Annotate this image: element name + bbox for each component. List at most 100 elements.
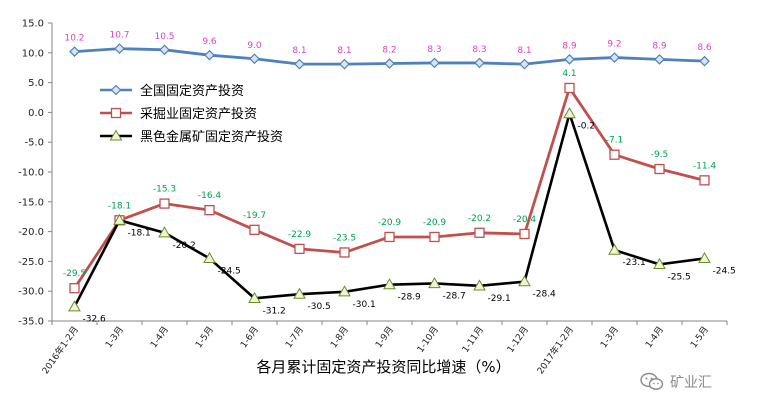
y-tick-label: -10.0: [18, 168, 44, 179]
data-point: [519, 58, 530, 70]
legend-label: 全国固定资产投资: [140, 83, 244, 99]
watermark-text: 矿业汇: [670, 375, 712, 391]
data-label: -32.6: [83, 315, 107, 325]
data-point: [699, 55, 710, 67]
x-tick-label: 1-11月: [460, 324, 486, 354]
data-label: 8.2: [382, 46, 396, 56]
data-point: [249, 53, 260, 65]
y-tick-label: -15.0: [18, 197, 44, 208]
data-point: [518, 275, 531, 287]
x-axis-title: 各月累计固定资产投资同比增速（%）: [256, 358, 511, 376]
data-point: [68, 300, 81, 312]
data-label: 10.5: [154, 32, 174, 42]
y-tick-label: -30.0: [18, 287, 44, 298]
data-label: 10.2: [64, 34, 84, 44]
data-label: 10.7: [109, 31, 129, 41]
watermark: 矿业汇: [640, 368, 760, 396]
data-label: 8.3: [472, 45, 486, 55]
x-tick-label: 1-12月: [505, 324, 531, 354]
data-point: [158, 226, 171, 238]
y-tick-label: 10.0: [22, 48, 44, 59]
data-label: 8.1: [292, 46, 306, 56]
data-label: 9.0: [247, 41, 262, 51]
data-point: [204, 49, 215, 61]
data-label: -29.5: [63, 269, 86, 279]
x-tick-label: 1-7月: [283, 324, 306, 350]
data-label: -20.4: [513, 215, 537, 225]
x-tick-label: 1-4月: [148, 324, 171, 350]
data-point: [248, 291, 261, 303]
data-point: [383, 278, 396, 290]
data-point: [428, 276, 441, 289]
data-point: [384, 58, 395, 69]
data-point: [654, 163, 665, 175]
data-point: [563, 107, 576, 119]
data-label: -30.5: [308, 302, 331, 312]
data-label: 8.3: [427, 45, 441, 55]
data-label: 4.1: [562, 69, 576, 79]
data-label: 8.9: [652, 41, 667, 51]
data-point: [339, 247, 350, 258]
x-tick-label: 1-4月: [643, 324, 666, 350]
data-point: [654, 54, 665, 65]
y-tick-label: -5.0: [24, 138, 44, 149]
data-label: -20.2: [468, 214, 491, 224]
data-label: -23.1: [623, 258, 646, 268]
data-point: [294, 58, 305, 70]
data-label: -18.1: [108, 201, 131, 211]
data-point: [159, 198, 170, 209]
data-label: -20.9: [423, 218, 447, 228]
data-label: -19.7: [243, 211, 266, 221]
data-label: -22.9: [288, 230, 312, 240]
data-label: -28.9: [398, 293, 422, 303]
data-label: 8.9: [562, 41, 577, 51]
legend-label: 采掘业固定资产投资: [140, 106, 257, 122]
x-tick-label: 1-5月: [688, 324, 711, 350]
data-point: [293, 287, 306, 299]
data-point: [204, 204, 215, 216]
data-label: -24.5: [218, 266, 241, 276]
data-label: -30.1: [353, 300, 376, 310]
data-label: -23.5: [333, 233, 356, 243]
data-label: -31.2: [263, 306, 286, 316]
data-point: [384, 231, 395, 243]
data-label: -0.2: [578, 122, 596, 132]
data-label: -28.7: [443, 291, 466, 301]
data-point: [474, 57, 485, 69]
data-point: [609, 52, 620, 63]
y-tick-label: -25.0: [18, 257, 44, 268]
data-label: 8.1: [517, 46, 531, 56]
legend-marker: [110, 84, 122, 96]
data-point: [564, 54, 575, 65]
data-point: [294, 243, 305, 255]
data-point: [338, 285, 351, 297]
y-tick-label: -20.0: [18, 227, 44, 238]
x-tick-label: 1-10月: [415, 324, 441, 354]
y-tick-label: -35.0: [18, 317, 44, 328]
data-point: [429, 57, 440, 69]
wechat-icon: [640, 372, 664, 390]
data-point: [698, 251, 711, 264]
data-label: -20.2: [173, 241, 196, 251]
data-point: [564, 82, 575, 94]
data-label: -25.5: [668, 272, 691, 282]
x-tick-label: 1-6月: [238, 324, 261, 350]
data-label: 8.6: [697, 43, 712, 53]
data-point: [339, 58, 350, 70]
data-point: [69, 283, 80, 294]
data-point: [69, 46, 80, 57]
data-point: [249, 224, 260, 235]
data-label: -15.3: [153, 185, 176, 195]
y-tick-label: 15.0: [22, 19, 44, 30]
data-label: 9.2: [607, 40, 621, 50]
data-label: -29.1: [488, 294, 511, 304]
legend-label: 黑色金属矿固定资产投资: [140, 129, 283, 145]
y-tick-label: 0.0: [28, 108, 44, 119]
y-tick-label: 5.0: [28, 78, 44, 89]
data-label: -18.1: [128, 228, 151, 238]
data-label: -20.9: [378, 218, 402, 228]
legend-marker: [110, 107, 122, 119]
data-point: [653, 257, 666, 270]
data-point: [699, 175, 710, 186]
